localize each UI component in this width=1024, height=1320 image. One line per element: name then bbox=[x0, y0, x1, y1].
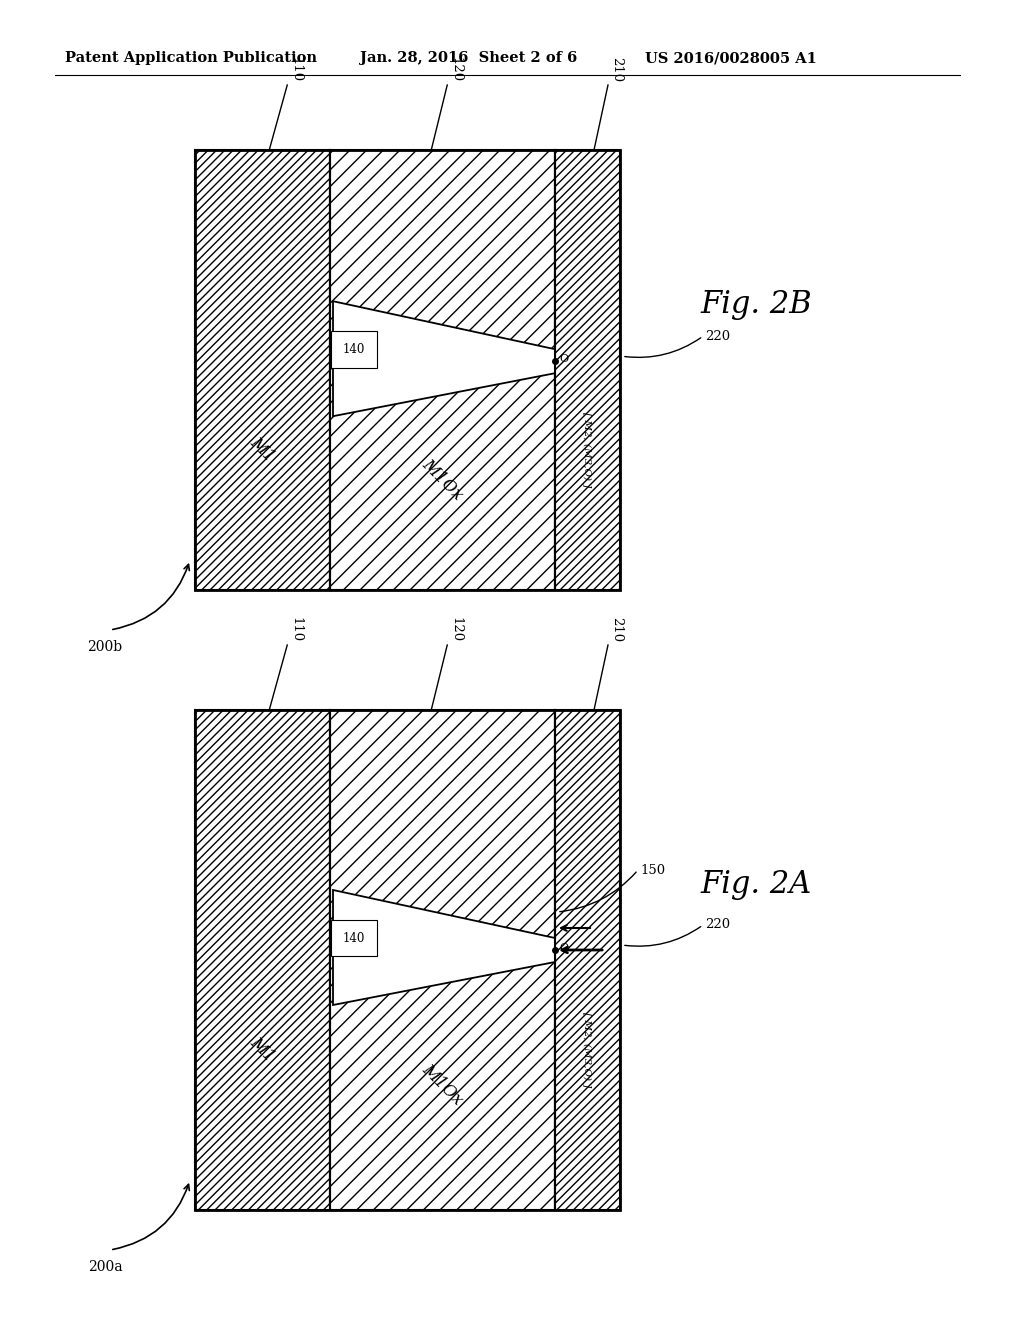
Text: 120: 120 bbox=[450, 57, 462, 82]
Text: [ M2, (M3,O) ]: [ M2, (M3,O) ] bbox=[583, 412, 592, 487]
Text: 110: 110 bbox=[289, 616, 302, 642]
Text: 200b: 200b bbox=[87, 640, 123, 653]
Bar bbox=[195, 710, 620, 1210]
Bar bbox=[330, 150, 555, 590]
Text: O: O bbox=[559, 942, 568, 953]
Bar bbox=[330, 710, 555, 1210]
Text: 140: 140 bbox=[343, 343, 366, 355]
Text: M1Ox: M1Ox bbox=[419, 1061, 466, 1109]
Text: M1: M1 bbox=[247, 433, 279, 465]
Polygon shape bbox=[333, 301, 555, 416]
Text: 140: 140 bbox=[343, 932, 366, 945]
Text: O: O bbox=[559, 354, 568, 364]
Text: [ M2, (M3,O) ]: [ M2, (M3,O) ] bbox=[583, 1012, 592, 1088]
Text: Fig. 2A: Fig. 2A bbox=[700, 870, 811, 900]
Text: 220: 220 bbox=[705, 330, 730, 343]
Text: 110: 110 bbox=[289, 57, 302, 82]
Text: US 2016/0028005 A1: US 2016/0028005 A1 bbox=[645, 51, 817, 65]
Bar bbox=[195, 150, 330, 590]
Text: 220: 220 bbox=[705, 919, 730, 932]
Bar bbox=[195, 150, 620, 590]
Text: 210: 210 bbox=[610, 57, 623, 82]
Text: Patent Application Publication: Patent Application Publication bbox=[65, 51, 317, 65]
Polygon shape bbox=[333, 890, 555, 1005]
Text: 200a: 200a bbox=[88, 1261, 122, 1274]
Text: 120: 120 bbox=[450, 616, 462, 642]
Bar bbox=[555, 710, 620, 1210]
Text: Fig. 2B: Fig. 2B bbox=[700, 289, 812, 319]
Text: M1Ox: M1Ox bbox=[419, 457, 466, 504]
Text: M1: M1 bbox=[247, 1035, 279, 1065]
Bar bbox=[555, 150, 620, 590]
Text: 150: 150 bbox=[640, 863, 666, 876]
Text: 210: 210 bbox=[610, 616, 623, 642]
Bar bbox=[195, 710, 330, 1210]
Text: Jan. 28, 2016  Sheet 2 of 6: Jan. 28, 2016 Sheet 2 of 6 bbox=[360, 51, 578, 65]
